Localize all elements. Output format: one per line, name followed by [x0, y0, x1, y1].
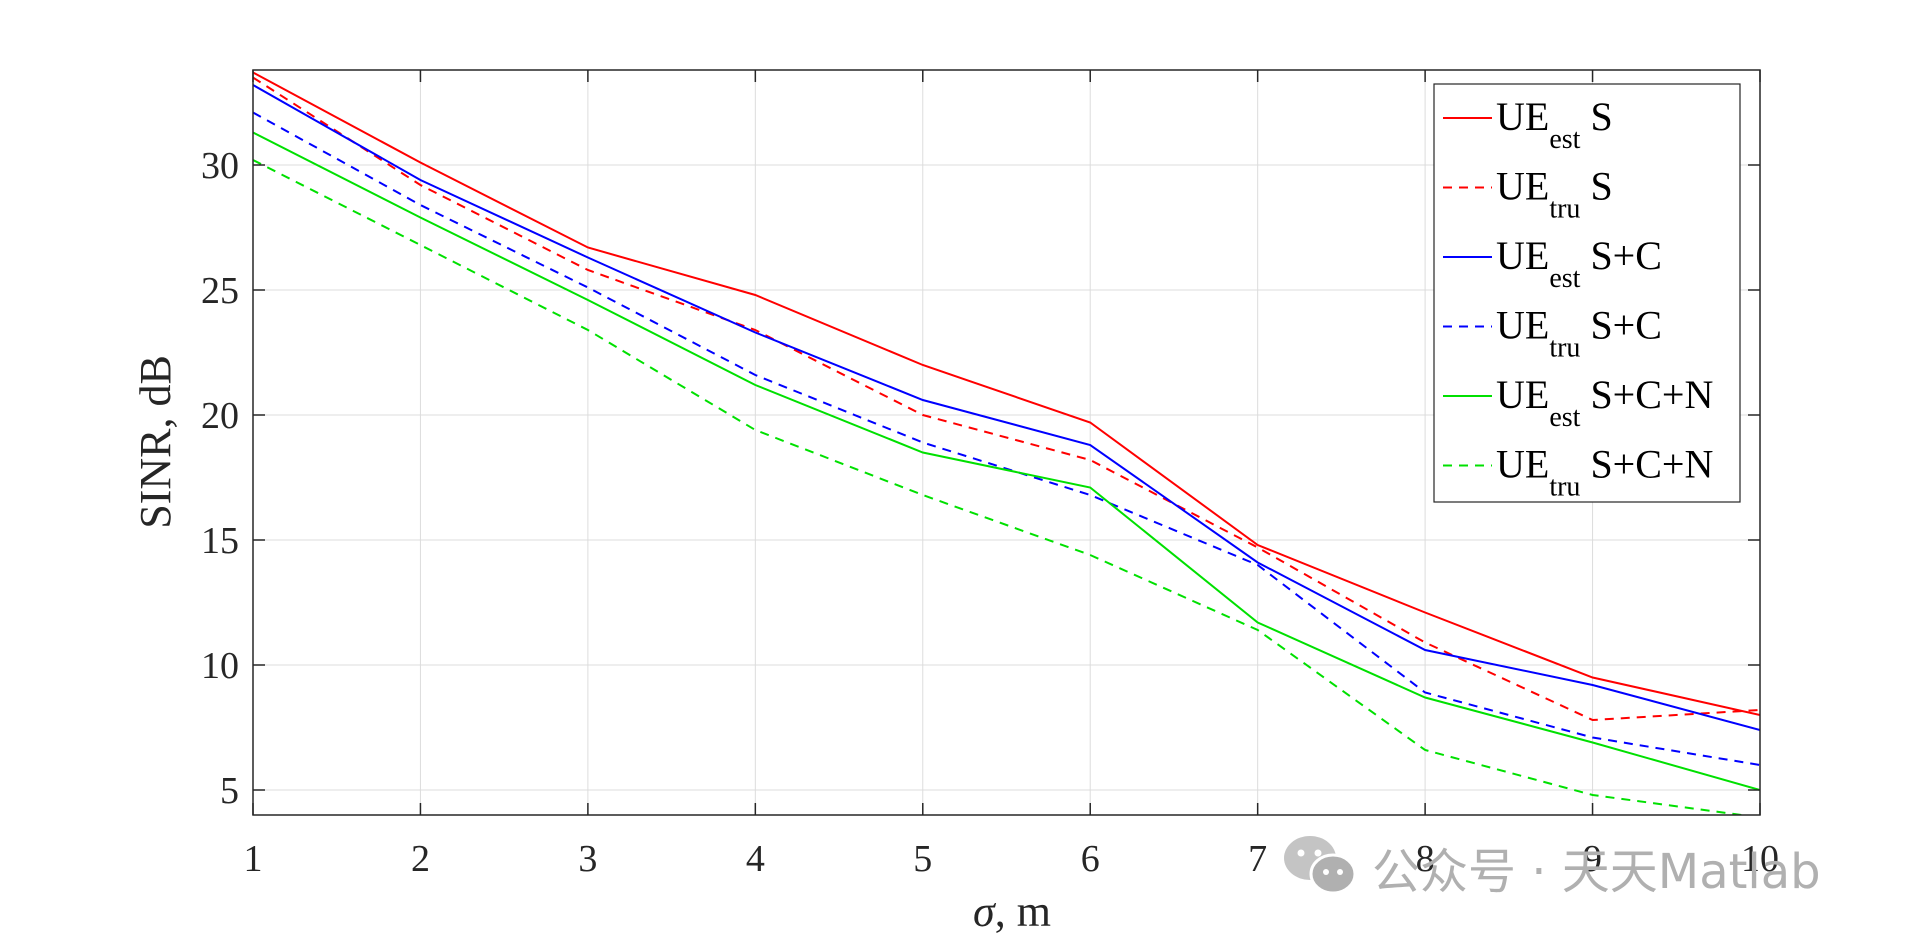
series-line-3 — [253, 84, 1760, 731]
y-tick-label: 25 — [201, 270, 239, 312]
y-tick-label: 10 — [201, 645, 239, 687]
x-axis-label: σ, m — [973, 887, 1051, 936]
y-tick-labels: 5 10 15 20 25 30 — [201, 145, 239, 812]
legend: UEestS UEtruS UEestS+C UEtruS+C UEestS+C+N UE… — [1433, 83, 1741, 503]
legend-entry: UEtruS+C+N — [1496, 442, 1713, 503]
legend-box — [1433, 83, 1741, 503]
y-tick-label: 5 — [220, 770, 239, 812]
x-tick-label: 5 — [913, 838, 932, 880]
watermark: 公众号 · 天天Matlab — [1284, 836, 1821, 900]
legend-entry: UEtruS — [1496, 164, 1613, 225]
legend-entry: UEestS+C+N — [1496, 372, 1713, 433]
x-tick-label: 1 — [244, 838, 263, 880]
series-line-2 — [253, 76, 1760, 722]
legend-entry: UEestS — [1496, 94, 1613, 155]
x-tick-label: 3 — [578, 838, 597, 880]
x-tick-label: 10 — [1741, 838, 1779, 880]
series-line-4 — [253, 111, 1760, 766]
series-line-5 — [253, 131, 1760, 791]
watermark-text: 公众号 · 天天Matlab — [1372, 844, 1821, 900]
wechat-icon — [1284, 836, 1357, 895]
x-tick-label: 8 — [1416, 838, 1435, 880]
x-tick-label: 6 — [1081, 838, 1100, 880]
y-axis-label: SINR, dB — [131, 355, 180, 529]
series-lines — [253, 71, 1760, 815]
y-tick-label: 30 — [201, 145, 239, 187]
x-tick-labels: 1 2 3 4 5 6 7 8 9 10 — [244, 838, 1780, 880]
x-tick-label: 2 — [411, 838, 430, 880]
series-line-6 — [253, 159, 1749, 815]
legend-entry: UEtruS+C — [1496, 303, 1662, 364]
axes-box — [252, 69, 1761, 816]
legend-entry: UEestS+C — [1496, 233, 1662, 294]
tick-marks — [252, 70, 1761, 815]
x-tick-label: 9 — [1583, 838, 1602, 880]
x-tick-label: 7 — [1248, 838, 1267, 880]
y-tick-label: 20 — [201, 395, 239, 437]
series-line-1 — [253, 71, 1760, 716]
y-tick-label: 15 — [201, 520, 239, 562]
x-tick-label: 4 — [746, 838, 765, 880]
